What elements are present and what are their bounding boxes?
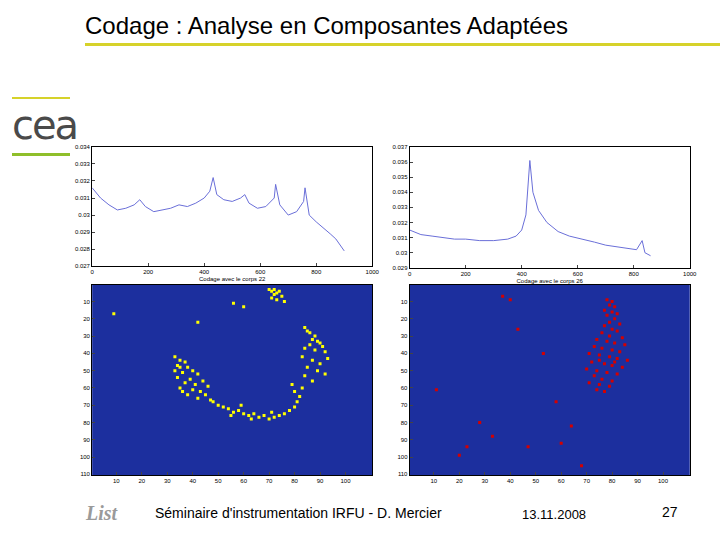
html-text:cea: cea [12, 102, 78, 148]
svg-text:90: 90 [317, 478, 324, 484]
svg-text:20: 20 [138, 478, 145, 484]
svg-text:0.027: 0.027 [75, 263, 91, 269]
svg-text:30: 30 [83, 333, 90, 339]
svg-text:60: 60 [83, 385, 90, 391]
svg-text:30: 30 [401, 333, 408, 339]
svg-text:800: 800 [629, 271, 640, 277]
svg-text:200: 200 [461, 271, 472, 277]
svg-text:1000: 1000 [366, 269, 380, 275]
svg-text:80: 80 [83, 420, 90, 426]
html-text:List: List [86, 502, 118, 524]
svg-text:10: 10 [113, 478, 120, 484]
svg-text:50: 50 [215, 478, 222, 484]
svg-text:90: 90 [83, 437, 90, 443]
svg-text:0.033: 0.033 [392, 204, 408, 210]
svg-text:0.032: 0.032 [75, 178, 91, 184]
svg-text:10: 10 [83, 299, 90, 305]
svg-text:80: 80 [291, 478, 298, 484]
svg-text:0.029: 0.029 [392, 265, 408, 271]
svg-text:60: 60 [401, 385, 408, 391]
svg-text:50: 50 [83, 368, 90, 374]
svg-text:Codage avec le corps 26: Codage avec le corps 26 [517, 278, 584, 284]
svg-text:100: 100 [658, 478, 669, 484]
svg-text:0.029: 0.029 [75, 229, 91, 235]
svg-text:70: 70 [83, 402, 90, 408]
svg-text:40: 40 [401, 350, 408, 356]
svg-text:30: 30 [481, 478, 488, 484]
svg-text:600: 600 [255, 269, 266, 275]
svg-text:600: 600 [573, 271, 584, 277]
svg-text:0.034: 0.034 [392, 189, 408, 195]
svg-text:0.035: 0.035 [392, 174, 408, 180]
svg-text:0.037: 0.037 [392, 144, 408, 150]
svg-text:0.028: 0.028 [75, 246, 91, 252]
svg-text:90: 90 [634, 478, 641, 484]
svg-text:10: 10 [401, 299, 408, 305]
svg-text:400: 400 [199, 269, 210, 275]
svg-text:40: 40 [507, 478, 514, 484]
html-text:Codage : Analyse en Composante: Codage : Analyse en Composantes Adaptées [85, 12, 568, 39]
svg-text:0: 0 [408, 271, 412, 277]
svg-text:40: 40 [189, 478, 196, 484]
svg-text:20: 20 [456, 478, 463, 484]
svg-text:400: 400 [517, 271, 528, 277]
svg-text:100: 100 [397, 454, 408, 460]
svg-text:Codage avec le corps 22: Codage avec le corps 22 [199, 276, 266, 282]
svg-text:100: 100 [80, 454, 91, 460]
svg-text:0.03: 0.03 [78, 212, 90, 218]
svg-text:80: 80 [609, 478, 616, 484]
svg-text:0: 0 [90, 269, 94, 275]
svg-text:0.034: 0.034 [75, 144, 91, 150]
svg-text:20: 20 [401, 316, 408, 322]
svg-text:70: 70 [583, 478, 590, 484]
svg-text:90: 90 [401, 437, 408, 443]
html-text:27: 27 [662, 504, 678, 520]
svg-text:110: 110 [398, 471, 408, 477]
svg-text:0.031: 0.031 [392, 235, 408, 241]
svg-text:20: 20 [83, 316, 90, 322]
svg-text:200: 200 [143, 269, 154, 275]
svg-text:50: 50 [401, 368, 408, 374]
svg-text:50: 50 [532, 478, 539, 484]
svg-text:70: 70 [401, 402, 408, 408]
svg-text:30: 30 [164, 478, 171, 484]
svg-text:0.033: 0.033 [75, 161, 91, 167]
html-text:13.11.2008: 13.11.2008 [522, 507, 587, 522]
svg-text:110: 110 [80, 471, 90, 477]
svg-text:800: 800 [311, 269, 322, 275]
svg-text:40: 40 [83, 350, 90, 356]
html-text:Séminaire d'instrumentation IR: Séminaire d'instrumentation IRFU - D. Me… [155, 505, 442, 521]
svg-text:60: 60 [558, 478, 565, 484]
svg-text:1000: 1000 [683, 271, 697, 277]
svg-text:0.036: 0.036 [392, 159, 408, 165]
svg-text:80: 80 [401, 420, 408, 426]
svg-text:0.03: 0.03 [396, 250, 408, 256]
svg-text:0.032: 0.032 [392, 220, 408, 226]
svg-text:100: 100 [341, 478, 352, 484]
svg-text:10: 10 [431, 478, 438, 484]
svg-text:0.031: 0.031 [75, 195, 91, 201]
svg-text:70: 70 [266, 478, 273, 484]
svg-text:60: 60 [240, 478, 247, 484]
